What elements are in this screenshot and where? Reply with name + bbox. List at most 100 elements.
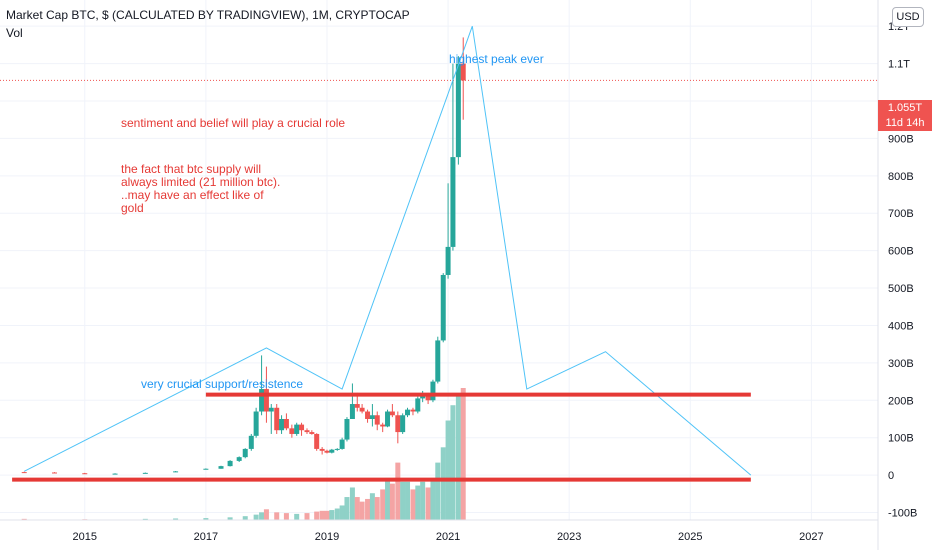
volume-bar	[349, 487, 355, 520]
candle-body	[309, 432, 315, 434]
candle-body	[455, 63, 461, 158]
volume-bar	[329, 510, 335, 520]
candle-body	[289, 428, 295, 434]
y-tick-label: 800B	[888, 171, 914, 183]
candle-body	[263, 389, 269, 412]
annotation-peak: highest peak ever	[449, 52, 544, 66]
candle-body	[435, 340, 441, 382]
candle-body	[445, 246, 451, 275]
y-tick-label: 700B	[888, 208, 914, 220]
candle-body	[82, 473, 88, 475]
x-tick-label: 2027	[799, 531, 823, 543]
candle-body	[21, 472, 27, 474]
x-tick-label: 2015	[73, 531, 97, 543]
candle-body	[410, 409, 416, 412]
candle-body	[173, 471, 179, 473]
candle-body	[279, 418, 285, 431]
y-tick-label: 0	[888, 470, 894, 482]
projection-path	[23, 26, 752, 476]
candle-body	[51, 472, 57, 474]
annotation-support: very crucial support/resistence	[141, 377, 304, 391]
candle-body	[334, 448, 340, 450]
x-tick-label: 2021	[436, 531, 460, 543]
y-tick-label: 300B	[888, 358, 914, 370]
candle-body	[389, 411, 395, 416]
volume-bars	[21, 388, 466, 520]
candle-body	[359, 407, 365, 412]
volume-bar	[425, 487, 431, 520]
candle-body	[365, 411, 371, 419]
volume-bar	[440, 447, 446, 520]
volume-bar	[242, 516, 248, 520]
volume-bar	[274, 512, 280, 520]
volume-bar	[304, 513, 310, 520]
candle-body	[349, 404, 355, 419]
volume-bar	[253, 514, 259, 520]
chart-title: Market Cap BTC, $ (CALCULATED BY TRADING…	[6, 8, 410, 22]
volume-bar	[334, 508, 340, 520]
candle-body	[324, 450, 330, 453]
volume-bar	[455, 393, 461, 520]
currency-button[interactable]: USD	[892, 7, 924, 27]
candle-body	[218, 466, 224, 469]
candle-body	[430, 381, 436, 401]
volume-bar	[263, 509, 269, 520]
annotation-supply: the fact that btc supply will always lim…	[121, 162, 281, 215]
candle-body	[294, 424, 300, 434]
candle-body	[274, 407, 280, 431]
candle-body	[142, 472, 148, 474]
volume-bar	[227, 517, 233, 520]
candle-body	[344, 418, 350, 440]
volume-bar	[405, 481, 411, 520]
volume-bar	[354, 497, 360, 520]
x-axis: 2015 2017 2019 2021 2023 2025 2027	[0, 519, 878, 543]
candle-body	[299, 424, 305, 431]
candle-body	[242, 448, 248, 458]
volume-bar	[395, 462, 401, 520]
candle-body	[385, 411, 391, 427]
candle-body	[253, 411, 259, 436]
y-tick-label: 600B	[888, 246, 914, 258]
annotation-sentiment: sentiment and belief will play a crucial…	[121, 116, 346, 130]
volume-bar	[380, 489, 386, 520]
y-tick-label: 900B	[888, 133, 914, 145]
x-tick-label: 2023	[557, 531, 581, 543]
grid-lines	[0, 0, 878, 520]
volume-bar	[173, 518, 179, 520]
volume-bar	[344, 497, 350, 520]
volume-bar	[294, 513, 300, 520]
y-tick-label: 100B	[888, 433, 914, 445]
volume-bar	[445, 420, 451, 520]
candle-body	[339, 439, 345, 449]
volume-bar	[324, 510, 330, 520]
candle-body	[450, 157, 456, 247]
candle-body	[380, 424, 386, 427]
candle-body	[354, 404, 360, 408]
candle-body	[203, 468, 209, 470]
candle-body	[304, 430, 310, 433]
volume-bar	[142, 518, 148, 520]
y-tick-label: 1.1T	[888, 59, 910, 71]
candle-body	[395, 415, 401, 433]
candle-body	[415, 398, 421, 412]
candle-body	[369, 415, 375, 419]
volume-indicator-label: Vol	[6, 26, 23, 40]
candle-body	[319, 448, 325, 451]
y-tick-label: 400B	[888, 320, 914, 332]
volume-bar	[420, 481, 426, 520]
volume-bar	[203, 518, 209, 520]
candle-body	[460, 63, 466, 81]
candle-body	[236, 457, 242, 461]
candle-body	[440, 274, 446, 341]
volume-bar	[385, 477, 391, 520]
volume-bar	[450, 405, 456, 520]
support-resistance-lines	[12, 392, 751, 482]
y-tick-label: 200B	[888, 395, 914, 407]
candle-body	[374, 415, 380, 425]
volume-bar	[369, 493, 375, 520]
x-tick-label: 2017	[194, 531, 218, 543]
price-candles	[21, 37, 466, 475]
candle-body	[268, 407, 274, 412]
last-price-label: 1.055T	[878, 100, 932, 116]
